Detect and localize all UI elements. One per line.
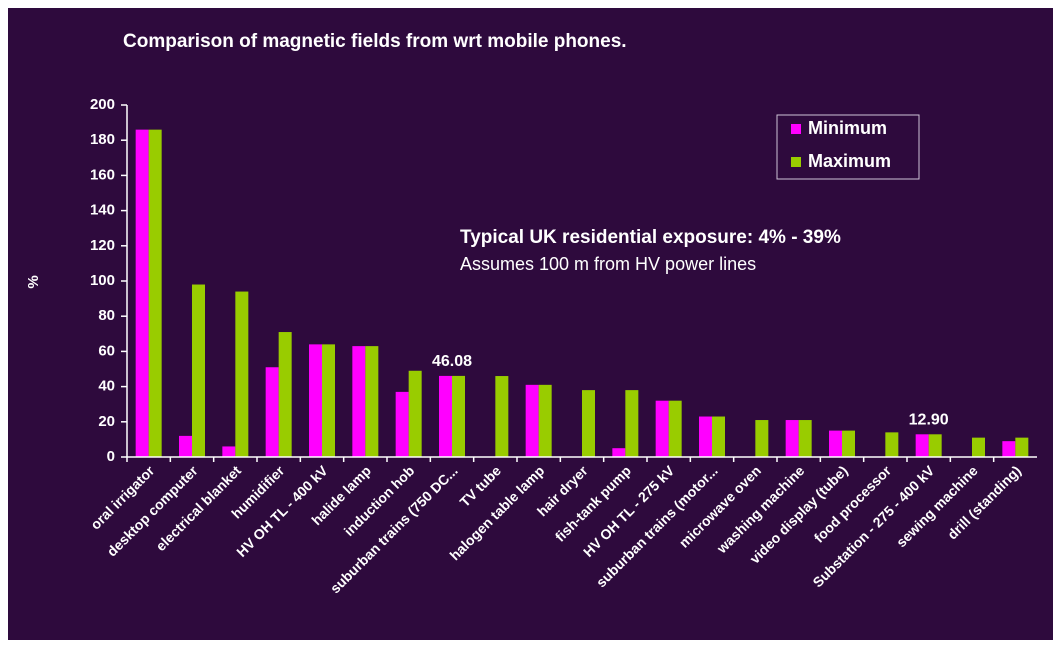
bar (322, 344, 335, 457)
bar (365, 346, 379, 457)
bar (495, 376, 509, 457)
bar (148, 129, 162, 457)
bar (525, 384, 539, 457)
bar (135, 129, 149, 457)
bar (395, 391, 409, 457)
bar (582, 390, 595, 457)
bar (829, 430, 842, 457)
y-tick-label: 100 (90, 272, 115, 289)
bar (265, 367, 279, 457)
y-tick-label: 200 (90, 96, 115, 113)
bar (625, 390, 639, 457)
y-tick-label: 40 (98, 378, 115, 395)
annotation: Typical UK residential exposure: 4% - 39… (460, 227, 841, 248)
legend-label: Minimum (808, 118, 887, 138)
y-tick-label: 20 (98, 413, 115, 430)
bar (668, 400, 682, 457)
annotation: Assumes 100 m from HV power lines (460, 254, 756, 274)
bar (179, 435, 192, 457)
y-tick-label: 180 (90, 131, 115, 148)
y-tick-label: 120 (90, 237, 115, 254)
y-tick-label: 60 (98, 342, 115, 359)
bar (655, 400, 669, 457)
bar (842, 430, 855, 457)
y-tick-label: 0 (107, 448, 115, 465)
y-tick-label: 140 (90, 202, 115, 219)
bar (222, 446, 236, 457)
data-label: 46.08 (432, 353, 472, 370)
data-label: 12.90 (909, 412, 949, 429)
y-tick-label: 160 (90, 166, 115, 183)
background (8, 8, 1053, 640)
legend-swatch (791, 124, 801, 134)
bar (235, 291, 249, 457)
bar (192, 284, 205, 457)
bar (915, 434, 929, 457)
bar (1002, 441, 1016, 457)
bar (1015, 437, 1029, 457)
bar (798, 420, 812, 457)
legend-label: Maximum (808, 151, 891, 171)
bar (972, 437, 985, 457)
bar (309, 344, 322, 457)
bar (538, 384, 552, 457)
bar (612, 448, 626, 457)
bar (885, 432, 899, 457)
y-tick-label: 80 (98, 307, 115, 324)
chart-title: Comparison of magnetic fields from wrt m… (123, 31, 627, 52)
bar (452, 375, 465, 457)
bar (755, 420, 769, 457)
bar (408, 370, 422, 457)
bar (439, 375, 452, 457)
y-axis-label: % (25, 275, 42, 288)
bar (278, 332, 292, 457)
bar (785, 420, 799, 457)
bar (928, 434, 942, 457)
bar (352, 346, 366, 457)
legend-swatch (791, 157, 801, 167)
bar (712, 416, 725, 457)
bar (699, 416, 712, 457)
